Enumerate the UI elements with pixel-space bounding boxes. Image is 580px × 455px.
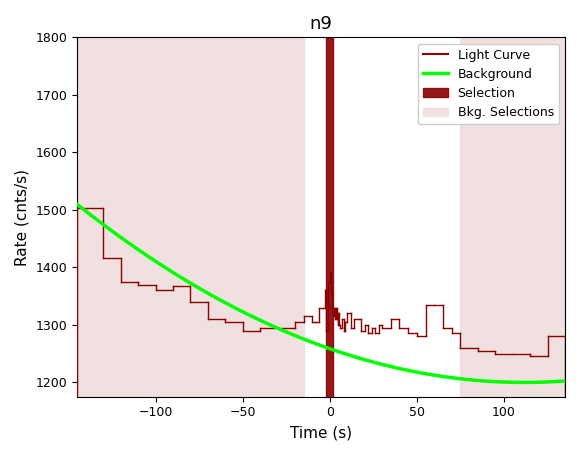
X-axis label: Time (s): Time (s) xyxy=(290,425,352,440)
Bar xyxy=(461,37,565,397)
Y-axis label: Rate (cnts/s): Rate (cnts/s) xyxy=(15,168,30,266)
Legend: Light Curve, Background, Selection, Bkg. Selections: Light Curve, Background, Selection, Bkg.… xyxy=(418,44,559,124)
Title: n9: n9 xyxy=(310,15,332,33)
Bar xyxy=(327,37,333,397)
Bar xyxy=(77,37,304,397)
